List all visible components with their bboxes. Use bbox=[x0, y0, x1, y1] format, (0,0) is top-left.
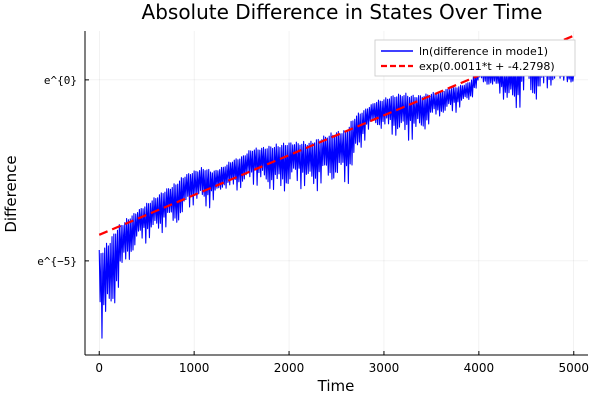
x-tick-label-1: 1000 bbox=[179, 361, 210, 375]
legend-label-1: exp(0.0011*t + -4.2798) bbox=[419, 60, 555, 73]
x-tick-label-3: 3000 bbox=[369, 361, 400, 375]
grid bbox=[85, 31, 588, 355]
y-tick-label-0: e^{−5} bbox=[37, 255, 77, 268]
legend-box bbox=[374, 39, 576, 77]
legend: ln(difference in mode1) exp(0.0011*t + -4… bbox=[374, 39, 576, 77]
y-tick-label-1: e^{0} bbox=[44, 74, 77, 87]
x-tick-label-0: 0 bbox=[95, 361, 103, 375]
series-line-0 bbox=[98, 42, 575, 339]
x-tick-label-5: 5000 bbox=[558, 361, 589, 375]
x-axis-label: Time bbox=[317, 377, 355, 395]
x-tick-label-2: 2000 bbox=[274, 361, 305, 375]
legend-label-0: ln(difference in mode1) bbox=[419, 45, 548, 58]
chart-title: Absolute Difference in States Over Time bbox=[142, 0, 543, 24]
y-axis-label: Difference bbox=[2, 155, 20, 232]
x-tick-label-4: 4000 bbox=[464, 361, 495, 375]
axes: 0 1000 2000 3000 4000 5000 e^{−5} e^{0} bbox=[37, 31, 589, 375]
